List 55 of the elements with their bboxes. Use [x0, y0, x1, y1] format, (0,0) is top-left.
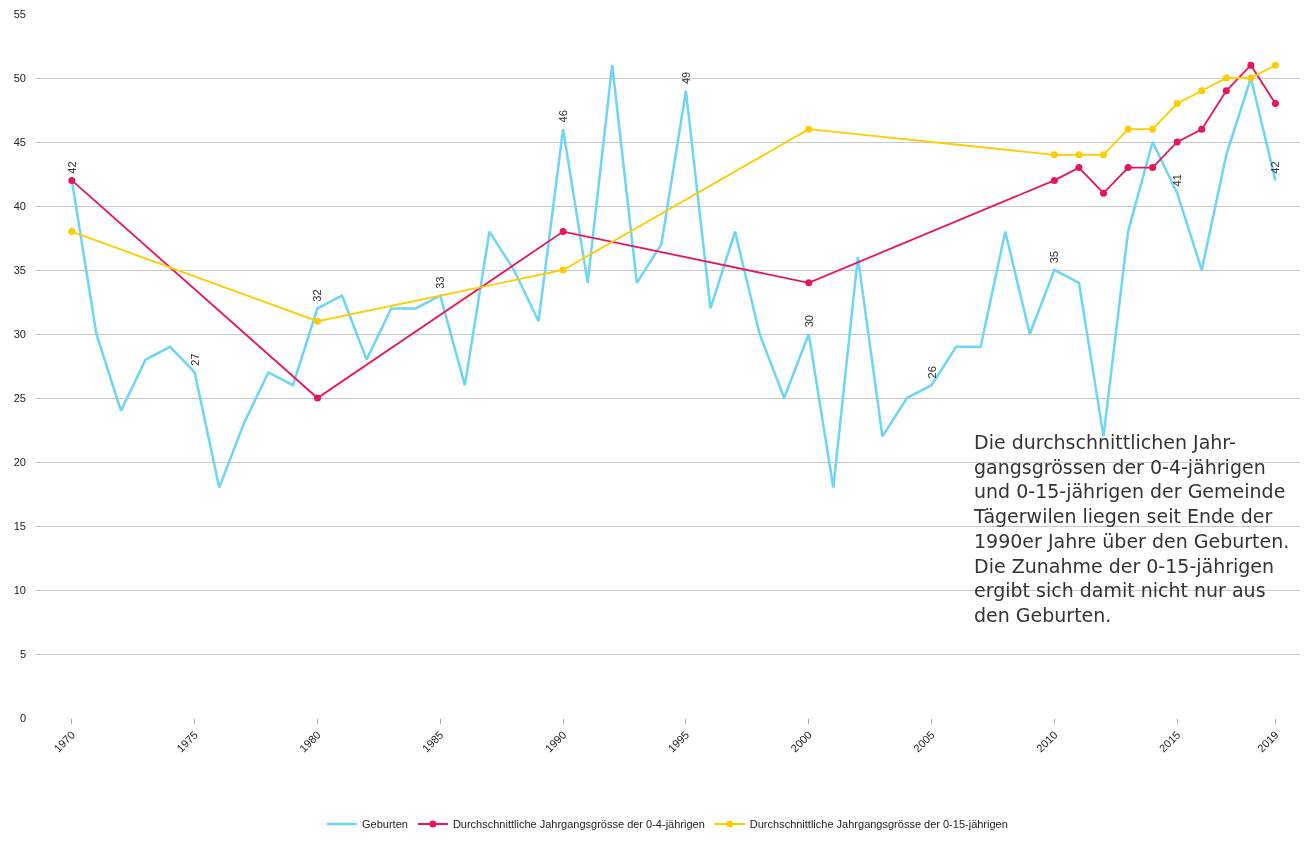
data-label: 41 — [1171, 174, 1184, 187]
legend-label: Durchschnittliche Jahrgangsgrösse der 0-4-jährigen — [452, 818, 705, 831]
legend-label: Geburten — [362, 818, 408, 831]
y-tick-label: 50 — [13, 71, 26, 84]
point — [68, 176, 76, 184]
point — [1075, 164, 1083, 172]
annotation: Die durchschnittlichen Jahr- gangsgrössen der 0-4-jährigen und 0-15-jährigen der Gemeinde Tägerwilen liegen seit Ende der 1990er Jahre über den Geburten. Die Zunahme der 0-15-jährigen ergibt sich damit nicht nur aus den Geburten. — [973, 431, 1290, 626]
point — [1124, 125, 1132, 133]
y-tick-label: 20 — [13, 455, 26, 468]
y-tick-label: 10 — [13, 583, 26, 596]
point — [68, 228, 76, 236]
point — [559, 228, 567, 236]
y-tick-label: 55 — [13, 7, 26, 20]
point — [313, 317, 321, 325]
y-tick-label: 5 — [19, 647, 26, 660]
data-label: 27 — [188, 353, 201, 366]
point — [805, 279, 813, 287]
point — [1271, 61, 1279, 69]
data-label: 26 — [925, 366, 938, 379]
data-label: 30 — [802, 315, 815, 328]
point — [805, 125, 813, 133]
data-label: 32 — [311, 289, 324, 302]
y-tick-label: 40 — [13, 199, 26, 212]
point — [1050, 176, 1058, 184]
data-label: 35 — [1048, 251, 1061, 264]
point — [1222, 87, 1230, 95]
data-label: 46 — [557, 110, 570, 123]
y-tick-label: 30 — [13, 327, 26, 340]
point — [1198, 125, 1206, 133]
point — [1124, 164, 1132, 172]
point — [1100, 189, 1107, 197]
y-tick-label: 35 — [13, 263, 26, 276]
data-label: 42 — [1269, 161, 1282, 174]
point — [313, 394, 321, 402]
point — [1149, 125, 1157, 133]
point — [1100, 151, 1107, 159]
point — [1149, 164, 1157, 172]
point — [1050, 151, 1058, 159]
point — [1222, 74, 1230, 82]
point — [1247, 74, 1255, 82]
data-label: 33 — [434, 276, 447, 289]
point — [1247, 61, 1255, 69]
legend-label: Durchschnittliche Jahrgangsgrösse der 0-15-jährigen — [749, 818, 1008, 831]
y-tick-label: 25 — [13, 391, 26, 404]
data-label: 49 — [679, 71, 692, 85]
point — [1271, 100, 1279, 108]
data-label: 42 — [65, 161, 78, 174]
y-tick-label: 15 — [13, 519, 26, 532]
point — [1173, 138, 1181, 146]
point — [1198, 87, 1206, 95]
point — [1173, 100, 1181, 108]
y-tick-label: 0 — [19, 711, 26, 724]
y-tick-label: 45 — [13, 135, 26, 148]
point — [559, 266, 567, 274]
point — [1075, 151, 1083, 159]
